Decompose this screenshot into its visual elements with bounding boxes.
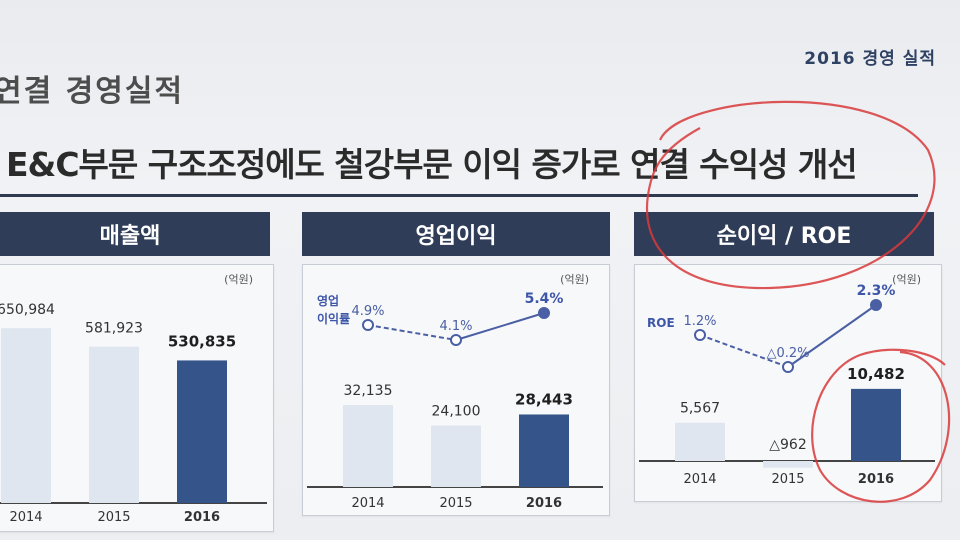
- line-value-label-2015: △0.2%: [766, 346, 809, 361]
- unit-label: (억원): [892, 273, 921, 286]
- line-series-label: ROE: [647, 316, 675, 330]
- unit-label: (억원): [560, 273, 589, 286]
- page-tag: 2016 경영 실적: [804, 49, 936, 69]
- line-segment-dashed: [367, 324, 457, 341]
- bar-2015: [89, 346, 139, 503]
- sales-panel: 매출액 (억원) 650,984 2014 581,923 2015 530,835 201…: [0, 212, 280, 532]
- line-value-label-2015: 4.1%: [439, 319, 472, 334]
- bar-value-label-2014: 5,567: [680, 401, 720, 417]
- bar-2016: [851, 388, 901, 461]
- bar-value-label-2015: 581,923: [85, 321, 143, 337]
- net-income-chart-body: (억원) 5,567 2014 △962 2015 10,482 2016 1.2% △0.2%…: [634, 264, 942, 502]
- sales-chart: (억원) 650,984 2014 581,923 2015 530,835 2016: [0, 273, 267, 525]
- line-point-2014: [694, 329, 706, 341]
- bar-2015: [763, 461, 813, 468]
- line-segment-solid: [787, 304, 877, 368]
- line-point-2016: [538, 307, 550, 319]
- bar-value-label-2016: 28,443: [515, 390, 573, 408]
- line-value-label-2016: 5.4%: [525, 291, 564, 307]
- x-tick-label-2015: 2015: [97, 510, 130, 525]
- bar-2016: [519, 414, 569, 487]
- sales-panel-header: 매출액: [0, 212, 270, 256]
- headline: E&C부문 구조조정에도 철강부문 이익 증가로 연결 수익성 개선: [6, 145, 858, 184]
- operating-profit-panel: 영업이익 (억원) 32,135 2014 24,100 2015 28,443 2016 4…: [302, 212, 612, 532]
- x-tick-label-2014: 2014: [683, 472, 716, 487]
- x-tick-label-2015: 2015: [771, 472, 804, 487]
- bar-value-label-2015: 24,100: [432, 404, 481, 420]
- bar-2015: [431, 425, 481, 487]
- bar-2014: [675, 422, 725, 461]
- bar-value-label-2014: 32,135: [344, 383, 393, 399]
- line-point-2015: [450, 334, 462, 346]
- x-tick-label-2016: 2016: [526, 496, 562, 511]
- bar-value-label-2015: △962: [769, 437, 807, 453]
- line-value-label-2014: 1.2%: [683, 314, 716, 329]
- line-point-2016: [870, 299, 882, 311]
- bar-2014: [1, 328, 51, 503]
- line-value-label-2016: 2.3%: [857, 283, 896, 299]
- section-title: 연결 경영실적: [0, 74, 185, 109]
- operating-profit-panel-header: 영업이익: [302, 212, 610, 256]
- x-tick-label-2014: 2014: [351, 496, 384, 511]
- unit-label: (억원): [224, 273, 253, 286]
- net-income-panel: 순이익 / ROE (억원) 5,567 2014 △962 2015 10,482 201…: [634, 212, 946, 532]
- headline-rule: [0, 194, 918, 197]
- line-point-2014: [362, 319, 374, 331]
- x-tick-label-2014: 2014: [9, 510, 42, 525]
- bar-2016: [177, 360, 227, 503]
- line-segment-solid: [455, 312, 545, 341]
- x-tick-label-2016: 2016: [858, 472, 894, 487]
- sales-chart-body: (억원) 650,984 2014 581,923 2015 530,835 2016: [0, 264, 274, 532]
- x-tick-label-2015: 2015: [439, 496, 472, 511]
- bar-value-label-2016: 530,835: [168, 332, 236, 350]
- operating-profit-chart-body: (억원) 32,135 2014 24,100 2015 28,443 2016 4.9% 4.…: [302, 264, 610, 516]
- bar-value-label-2014: 650,984: [0, 302, 55, 318]
- bar-2014: [343, 405, 393, 487]
- bar-value-label-2016: 10,482: [847, 365, 905, 383]
- line-point-2015: [782, 361, 794, 373]
- line-series-label: 이익률: [317, 311, 350, 326]
- operating-profit-chart: (억원) 32,135 2014 24,100 2015 28,443 2016 4.9% 4.…: [307, 273, 603, 511]
- net-income-panel-header: 순이익 / ROE: [634, 212, 934, 256]
- line-series-label: 영업: [317, 293, 339, 308]
- line-value-label-2014: 4.9%: [351, 304, 384, 319]
- net-income-chart: (억원) 5,567 2014 △962 2015 10,482 2016 1.2% △0.2%…: [639, 273, 935, 487]
- x-tick-label-2016: 2016: [184, 510, 220, 525]
